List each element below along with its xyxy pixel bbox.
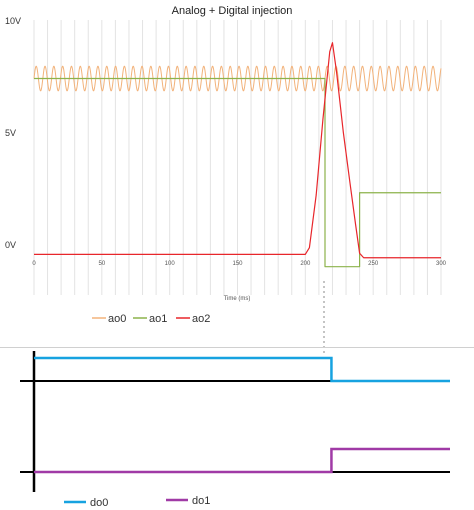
series-line-ao2	[34, 42, 441, 259]
series-line-do1	[34, 447, 450, 474]
y-tick-label: 0V	[5, 240, 16, 250]
x-tick-labels: 0 50 100 150 200 250 300	[32, 261, 446, 267]
series-line-ao1	[34, 77, 441, 268]
x-axis-label: Time (ms)	[224, 296, 251, 302]
chart-title: Analog + Digital injection	[172, 5, 293, 17]
y-tick-labels: 0V 5V 10V	[5, 16, 21, 250]
y-tick-label: 5V	[5, 128, 16, 138]
legend-label-ao1: ao1	[149, 313, 167, 325]
legend-label-do0: do0	[90, 497, 108, 509]
x-tick-label: 0	[32, 261, 36, 267]
series-line-do0	[34, 356, 450, 383]
series-line-ao0	[33, 65, 442, 92]
x-tick-label: 150	[232, 261, 243, 267]
legend-label-ao2: ao2	[192, 313, 210, 325]
x-tick-label: 50	[98, 261, 105, 267]
x-tick-label: 200	[300, 261, 311, 267]
x-tick-label: 300	[436, 261, 447, 267]
legend-label-do1: do1	[192, 495, 210, 507]
digital-legend: do0 do1	[64, 495, 210, 509]
x-tick-label: 250	[368, 261, 379, 267]
analog-legend: ao0 ao1 ao2	[92, 313, 210, 325]
chart-gridlines	[33, 20, 442, 295]
legend-label-ao0: ao0	[108, 313, 126, 325]
x-tick-label: 100	[165, 261, 176, 267]
digital-series-group	[20, 356, 450, 474]
y-tick-label: 10V	[5, 16, 21, 26]
analog-series-group	[33, 42, 442, 268]
